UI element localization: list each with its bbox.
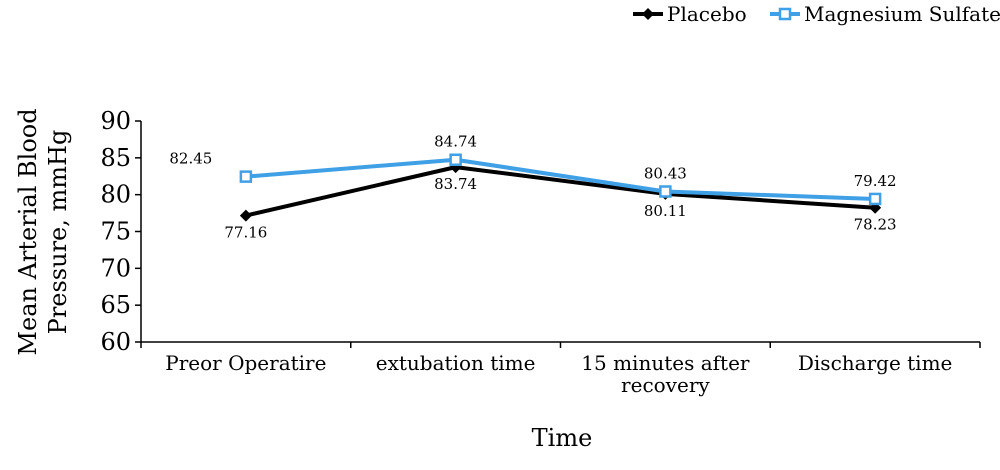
y-tick-label: 75 <box>100 218 131 246</box>
axes: 60 65 70 75 80 85 90 Preor Operatire extubation … <box>100 107 981 397</box>
series-line <box>245 157 876 201</box>
x-tick-label-line: extubation time <box>376 351 536 375</box>
data-point <box>449 153 462 166</box>
y-tick-label: 90 <box>100 107 131 135</box>
data-point <box>868 192 882 206</box>
data-point <box>239 209 252 222</box>
x-tick-label-line: 15 minutes after <box>581 351 750 375</box>
data-label: 80.43 <box>644 164 687 182</box>
legend-item: Placebo <box>633 2 747 26</box>
data-label: 83.74 <box>434 175 477 193</box>
legend-label: Placebo <box>667 2 747 26</box>
y-tick-label: 85 <box>100 144 131 172</box>
y-axis-title-line: Mean Arterial Blood <box>14 108 42 355</box>
y-axis-title: Mean Arterial BloodPressure, mmHg <box>14 108 72 355</box>
y-tick-label: 65 <box>100 291 131 319</box>
y-axis-title-line: Pressure, mmHg <box>44 130 72 335</box>
x-tick-label-line: Preor Operatire <box>165 351 326 375</box>
y-tick-label: 60 <box>100 328 131 356</box>
y-tick-label: 70 <box>100 254 131 282</box>
x-tick-label: Preor Operatire <box>165 351 326 375</box>
y-tick-label: 80 <box>100 181 131 209</box>
series-magnesium-sulfate <box>239 153 882 206</box>
data-labels: 77.16 83.74 80.11 78.23 82.45 84.74 80.43 79.42 <box>169 133 896 242</box>
data-label: 77.16 <box>224 224 267 242</box>
x-tick-label: 15 minutes after recovery <box>581 351 750 397</box>
data-label: 80.11 <box>644 202 687 220</box>
y-axis-title-text: Mean Arterial BloodPressure, mmHg <box>14 108 72 355</box>
data-point <box>239 170 253 183</box>
legend-item: Magnesium Sulfate <box>770 2 1000 26</box>
x-tick-label: extubation time <box>376 351 536 375</box>
legend: Placebo Magnesium Sulfate <box>633 2 1000 26</box>
data-point <box>659 185 672 198</box>
x-tick-label-line: recovery <box>621 373 710 397</box>
x-tick-label: Discharge time <box>798 351 953 375</box>
data-label: 84.74 <box>434 133 477 151</box>
legend-label: Magnesium Sulfate <box>804 2 1000 26</box>
data-label: 78.23 <box>854 216 897 234</box>
x-axis-title: Time <box>532 424 593 452</box>
x-tick-label-line: Discharge time <box>798 351 953 375</box>
legend-marker <box>778 7 792 21</box>
series-layer <box>239 153 882 222</box>
data-label: 79.42 <box>854 172 897 190</box>
data-label: 82.45 <box>169 150 212 168</box>
legend-marker <box>642 8 654 20</box>
series-line <box>245 165 876 218</box>
